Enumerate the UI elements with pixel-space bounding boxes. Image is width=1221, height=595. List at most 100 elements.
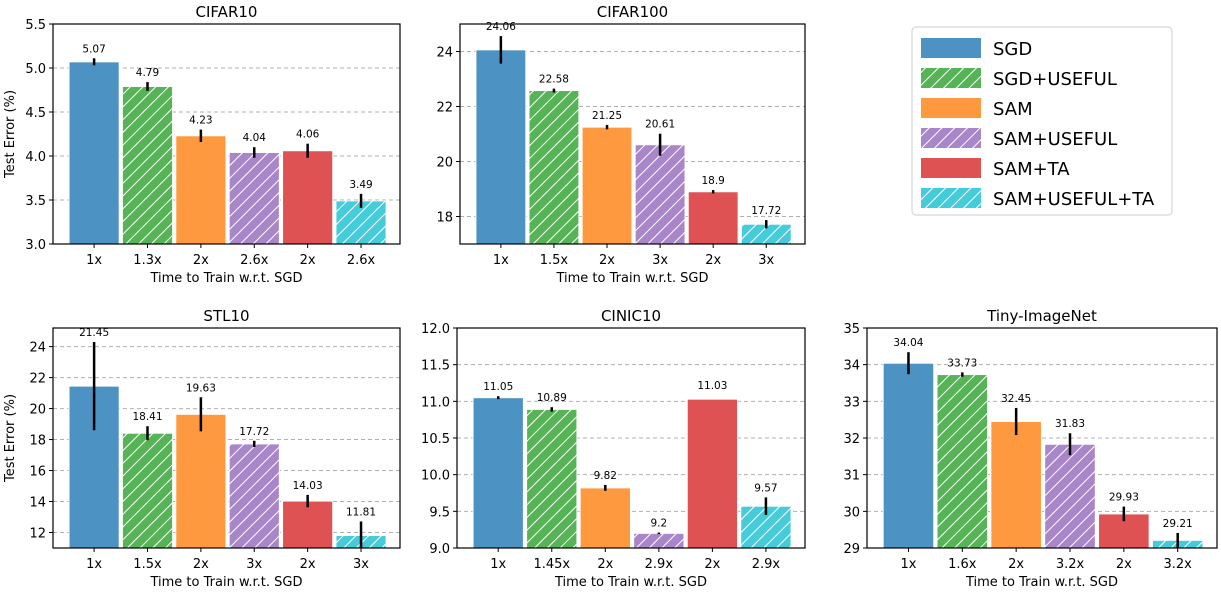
x-tick-label: 1x [493, 253, 509, 268]
bar-hatch [526, 409, 577, 548]
bar-hatch [633, 533, 685, 548]
legend-label: SAM+USEFUL+TA [993, 189, 1155, 210]
legend-swatch-hatch [921, 188, 981, 208]
data-label: 22.58 [539, 74, 569, 86]
subplot-cifar10: 3.0 3.5 4.0 4.5 5.0 5.5 5.07 1x 4.79 1.3x 4.23 2x 4.… [3, 3, 401, 286]
bar-hatch [229, 443, 280, 548]
bar-sgd [882, 362, 935, 549]
data-label: 9.2 [650, 518, 667, 530]
subplot-cifar100: 18 20 22 24 24.06 1x 22.58 1.5x 21.25 2x 20.61 3x 18… [436, 3, 806, 286]
y-tick-label: 11.5 [421, 359, 450, 374]
y-tick-label: 34 [843, 359, 860, 374]
subplot-title: CINIC10 [601, 307, 661, 325]
subplot-tiny-imagenet: 29 30 31 32 33 34 35 34.04 1x 33.73 1.6x 32.45 2x 31.… [843, 307, 1218, 590]
y-tick-label: 5.0 [25, 62, 46, 77]
axes-frame [52, 23, 401, 245]
bar-sam-ta [687, 191, 739, 245]
bar-hatch [1044, 444, 1096, 548]
data-label: 33.73 [947, 357, 977, 369]
bar-hatch [229, 152, 280, 244]
legend: SGD SGD+USEFUL SAM SAM+USEFUL SAM+TA SAM+USEF… [911, 26, 1173, 216]
legend-label: SAM+USEFUL [993, 129, 1117, 150]
x-tick-label: 3.2x [1056, 557, 1085, 572]
legend-swatch [921, 98, 981, 118]
data-label: 18.9 [701, 175, 724, 187]
subplot-cinic10: 9.0 9.5 10.0 10.5 11.0 11.5 12.0 11.05 1x 10.89 1.… [421, 307, 806, 590]
y-tick-label: 4.5 [25, 106, 46, 121]
x-tick-label: 2x [704, 557, 720, 572]
legend-item: SAM [921, 98, 1033, 120]
y-tick-label: 3.5 [25, 194, 46, 209]
y-tick-label: 12 [29, 527, 46, 542]
data-label: 24.06 [486, 21, 516, 33]
bar-hatch [635, 144, 686, 244]
x-tick-label: 1x [900, 557, 916, 572]
x-tick-label: 1.6x [948, 557, 977, 572]
y-tick-label: 20 [29, 403, 46, 418]
data-label: 32.45 [1001, 393, 1031, 405]
y-tick-label: 24 [436, 46, 453, 61]
data-label: 18.41 [132, 411, 162, 423]
data-label: 5.07 [82, 43, 105, 55]
data-label: 10.89 [537, 392, 567, 404]
x-tick-label: 1.5x [133, 557, 162, 572]
x-tick-label: 2.6x [347, 253, 376, 268]
legend-swatch-hatch [921, 68, 981, 88]
data-label: 11.05 [483, 381, 513, 393]
x-tick-label: 2x [1116, 557, 1132, 572]
bar-sgd [68, 61, 120, 245]
y-tick-label: 33 [843, 395, 860, 410]
y-tick-label: 32 [843, 432, 860, 447]
legend-swatch [921, 38, 981, 58]
x-tick-label: 3x [758, 253, 774, 268]
subplot-title: STL10 [203, 307, 249, 325]
bar-sam-ta [282, 150, 334, 245]
data-label: 11.81 [346, 507, 376, 519]
x-tick-label: 2x [300, 557, 316, 572]
data-label: 21.45 [79, 327, 109, 339]
y-tick-label: 20 [436, 156, 453, 171]
x-tick-label: 2.9x [645, 557, 674, 572]
data-label: 34.04 [893, 337, 923, 349]
x-tick-label: 2x [597, 557, 613, 572]
subplot-title: CIFAR10 [196, 3, 258, 21]
legend-item: SAM+TA [921, 158, 1070, 180]
x-tick-label: 1x [490, 557, 506, 572]
y-tick-label: 10.5 [421, 432, 450, 447]
bar-hatch [937, 374, 988, 548]
y-tick-label: 30 [843, 505, 860, 520]
x-tick-label: 2x [193, 557, 209, 572]
axes-frame [52, 327, 401, 549]
x-tick-label: 3.2x [1164, 557, 1193, 572]
data-label: 4.06 [296, 129, 320, 141]
data-label: 3.49 [349, 179, 372, 191]
data-label: 14.03 [293, 480, 323, 492]
bar-sam [175, 413, 227, 549]
data-label: 31.83 [1055, 418, 1085, 430]
y-axis-label: Test Error (%) [3, 90, 18, 179]
bar-sam-ta [282, 500, 334, 549]
x-tick-label: 2x [193, 253, 209, 268]
bar-sam [990, 421, 1042, 549]
bar-sam [579, 487, 631, 549]
data-label: 17.72 [239, 426, 269, 438]
bar-hatch [122, 86, 173, 244]
data-label: 20.61 [645, 119, 675, 131]
legend-label: SAM+TA [993, 159, 1070, 180]
bar-sam [175, 135, 227, 245]
x-axis-label: Time to Train w.r.t. SGD [555, 271, 708, 286]
legend-label: SAM [993, 99, 1033, 120]
y-tick-label: 9.5 [429, 505, 450, 520]
y-tick-label: 16 [29, 465, 46, 480]
x-tick-label: 2.9x [752, 557, 781, 572]
x-axis-label: Time to Train w.r.t. SGD [965, 575, 1118, 590]
y-tick-label: 3.0 [25, 238, 46, 253]
bar-sgd [472, 397, 524, 549]
x-axis-label: Time to Train w.r.t. SGD [554, 575, 707, 590]
y-axis-label: Test Error (%) [3, 394, 18, 483]
subplot-title: Tiny-ImageNet [986, 307, 1097, 325]
x-tick-label: 1x [86, 557, 102, 572]
legend-item: SGD [921, 38, 1032, 60]
subplot-stl10: 12 14 16 18 20 22 24 21.45 1x 18.41 1.5x 19.63 2x 17.… [3, 307, 401, 590]
y-tick-label: 18 [29, 434, 46, 449]
